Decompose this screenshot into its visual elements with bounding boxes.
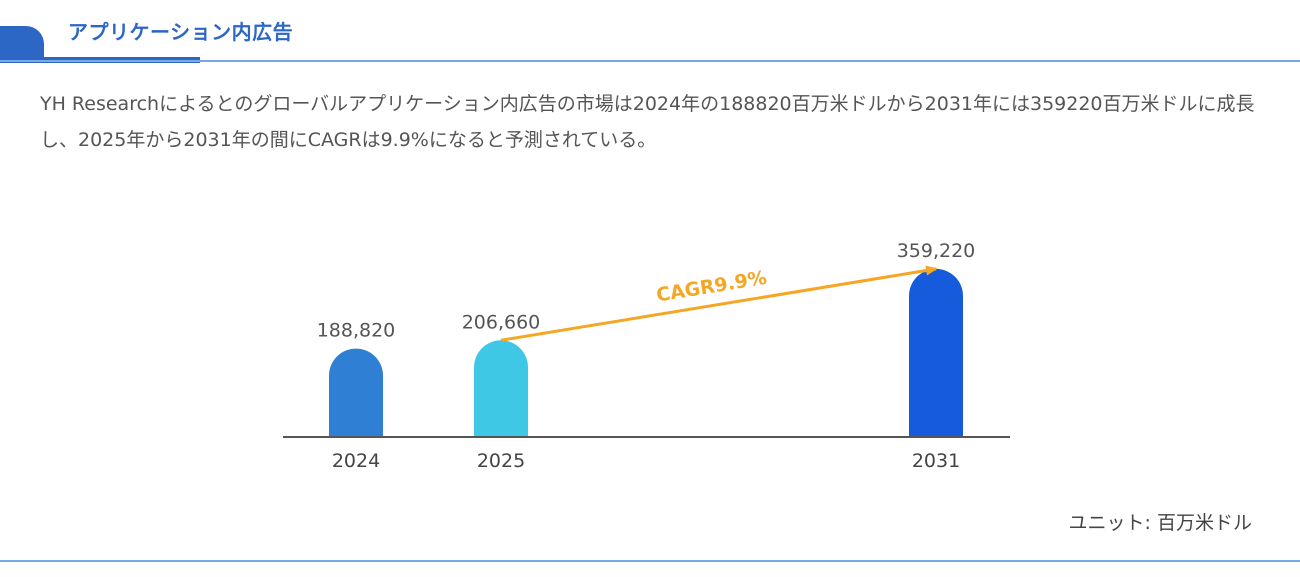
cagr-arrow [500, 265, 938, 342]
data-label-2025: 206,660 [462, 311, 541, 333]
bar-2031 [909, 268, 963, 437]
header-divider [0, 60, 1300, 62]
bar-2025 [474, 340, 528, 437]
data-label-2031: 359,220 [897, 240, 976, 262]
x-tick-label-2031: 2031 [912, 450, 960, 472]
data-label-2024: 188,820 [317, 320, 396, 342]
unit-label: ユニット: 百万米ドル [1068, 512, 1252, 534]
bottom-divider [0, 560, 1300, 562]
section-title: アプリケーション内広告 [68, 20, 294, 44]
header-tab-accent [0, 26, 44, 60]
market-summary-text: YH Researchによるとのグローバルアプリケーション内広告の市場は2024… [40, 93, 1255, 151]
x-tick-label-2024: 2024 [332, 450, 380, 472]
bar-2024 [329, 348, 383, 437]
x-tick-label-2025: 2025 [477, 450, 525, 472]
section-header: アプリケーション内広告 [0, 0, 1300, 66]
